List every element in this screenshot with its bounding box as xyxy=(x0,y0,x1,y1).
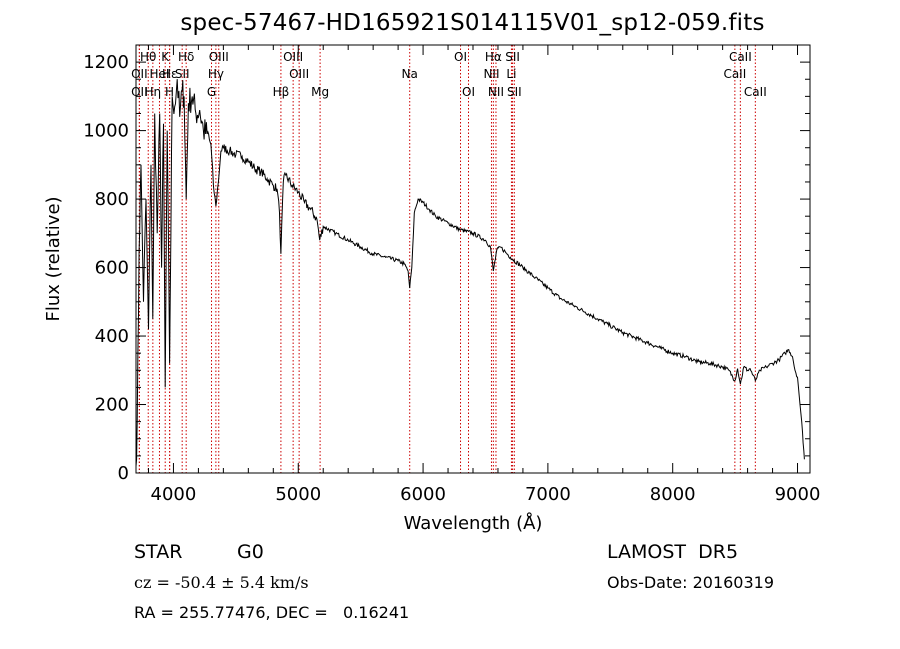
coordinates: RA = 255.77476, DEC = 0.16241 xyxy=(134,603,410,622)
line-marker-label: Hθ xyxy=(140,50,156,64)
y-tick-label: 400 xyxy=(95,326,129,347)
x-tick-label: 6000 xyxy=(400,484,446,505)
chart-title: spec-57467-HD165921S014115V01_sp12-059.f… xyxy=(180,10,765,36)
line-marker-label: Hγ xyxy=(208,67,224,81)
y-tick-label: 0 xyxy=(118,463,129,484)
line-marker-label: Mg xyxy=(311,85,329,99)
line-marker-label: Li xyxy=(506,67,516,81)
line-marker-label: OI xyxy=(462,85,475,99)
line-marker-label: CaII xyxy=(729,50,752,64)
obs-date: Obs-Date: 20160319 xyxy=(607,573,775,592)
x-tick-label: 5000 xyxy=(275,484,321,505)
x-axis-label: Wavelength (Å) xyxy=(404,512,543,534)
survey-name: LAMOST DR5 xyxy=(607,541,739,563)
line-marker-label: Hε xyxy=(162,67,178,81)
x-tick-label: 8000 xyxy=(650,484,696,505)
line-marker-label: Hδ xyxy=(178,50,194,64)
line-marker-label: Hη xyxy=(145,85,162,99)
line-marker-label: H xyxy=(165,85,174,99)
line-marker-label: NII xyxy=(483,67,499,81)
x-tick-label: 4000 xyxy=(151,484,197,505)
line-marker-label: Hβ xyxy=(273,85,290,99)
line-marker-label: OIII xyxy=(209,50,229,64)
line-marker-label: K xyxy=(161,50,170,64)
line-marker-label: Hα xyxy=(485,50,502,64)
line-marker-label: OIII xyxy=(283,50,303,64)
plot-frame xyxy=(135,44,811,474)
y-tick-label: 200 xyxy=(95,395,129,416)
line-marker-label: OII xyxy=(131,67,148,81)
x-tick-label: 9000 xyxy=(775,484,821,505)
line-marker-label: OII xyxy=(131,85,148,99)
line-marker-label: OI xyxy=(454,50,467,64)
spectral-subclass: G0 xyxy=(237,541,264,563)
line-marker-label: SII xyxy=(175,67,190,81)
line-marker-label: HeI xyxy=(149,67,169,81)
line-marker-label: Na xyxy=(402,67,418,81)
line-marker-label: NII xyxy=(488,85,504,99)
line-marker-label: CaII xyxy=(723,67,746,81)
spectrum-line xyxy=(135,79,805,467)
object-class: STAR xyxy=(134,541,183,563)
x-tick-label: 7000 xyxy=(525,484,571,505)
redshift-value: cz = -50.4 ± 5.4 km/s xyxy=(134,573,309,592)
line-marker-label: SII xyxy=(507,85,522,99)
y-tick-label: 1200 xyxy=(83,52,129,73)
y-tick-label: 600 xyxy=(95,258,129,279)
y-tick-label: 800 xyxy=(95,189,129,210)
y-axis-label: Flux (relative) xyxy=(43,196,64,321)
line-marker-label: G xyxy=(207,85,216,99)
line-marker-label: CaII xyxy=(744,85,767,99)
line-marker-label: OIII xyxy=(289,67,309,81)
y-tick-label: 1000 xyxy=(83,121,129,142)
line-marker-label: SII xyxy=(505,50,520,64)
